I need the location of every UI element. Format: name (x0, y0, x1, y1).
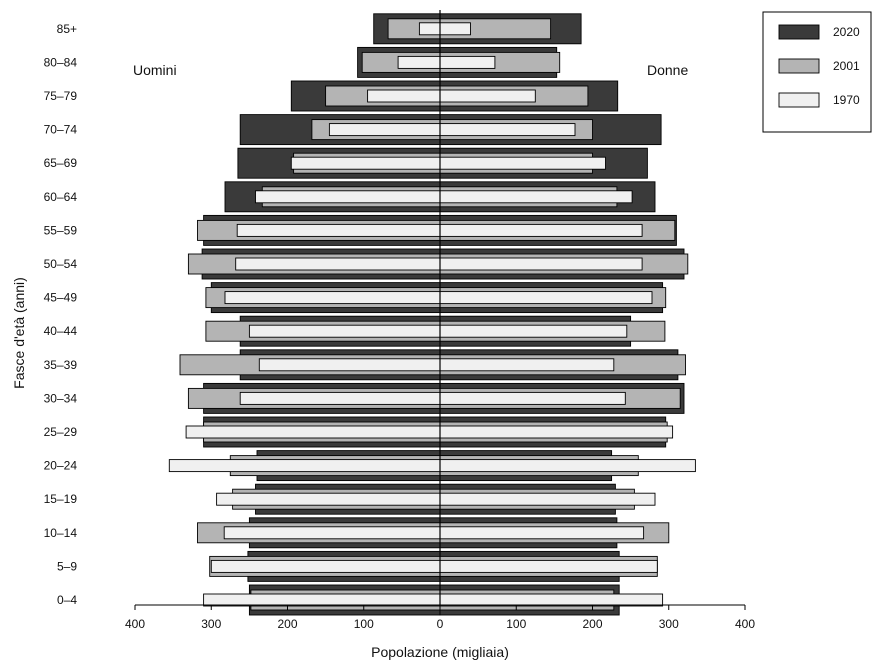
bar-women-1970-10–14 (439, 526, 645, 540)
bar-women-1970-15–19 (439, 492, 656, 506)
y-tick-label: 45–49 (44, 291, 78, 305)
left-side-label: Uomini (133, 62, 177, 78)
y-tick-label: 20–24 (44, 459, 78, 473)
bar-men-1970-25–29 (185, 425, 441, 439)
bar-women-1970-20–24 (439, 459, 696, 473)
bar-women-1970-85+ (439, 22, 471, 36)
y-tick-label: 70–74 (44, 123, 78, 137)
y-tick-label: 60–64 (44, 190, 78, 204)
y-tick-label: 5–9 (57, 559, 77, 573)
x-tick-label: 100 (506, 617, 526, 631)
bar-women-1970-40–44 (439, 324, 628, 338)
bar-men-1970-65–69 (290, 156, 441, 170)
legend: 2020 2001 1970 (762, 11, 872, 133)
bar-women-1970-50–54 (439, 257, 643, 271)
bar-men-1970-40–44 (248, 324, 441, 338)
y-tick-label: 25–29 (44, 425, 78, 439)
legend-frame (762, 11, 872, 133)
y-tick-label: 0–4 (57, 593, 77, 607)
ticks-layer: 0–4 5–9 10–14 15–19 20–24 25–29 30–34 35–39 40–4… (44, 22, 756, 631)
y-tick-label: 55–59 (44, 223, 78, 237)
x-tick-label: 100 (354, 617, 374, 631)
x-tick-label: 300 (659, 617, 679, 631)
y-tick-label: 80–84 (44, 55, 78, 69)
bar-men-1970-30–34 (239, 391, 441, 405)
bar-women-1970-60–64 (439, 190, 633, 204)
bar-men-1970-10–14 (223, 526, 441, 540)
bar-men-1970-80–84 (397, 55, 441, 69)
bar-women-1970-5–9 (439, 559, 658, 573)
legend-label-1970: 1970 (833, 93, 860, 107)
bar-women-1970-25–29 (439, 425, 674, 439)
bar-women-1970-80–84 (439, 55, 496, 69)
bar-men-1970-15–19 (216, 492, 441, 506)
bar-women-1970-0–4 (439, 593, 664, 607)
y-tick-label: 15–19 (44, 492, 78, 506)
bar-men-1970-60–64 (255, 190, 441, 204)
bar-women-1970-75–79 (439, 89, 536, 103)
x-tick-label: 400 (125, 617, 145, 631)
bar-men-1970-20–24 (168, 459, 441, 473)
x-tick-label: 200 (582, 617, 602, 631)
x-tick-label: 0 (437, 617, 444, 631)
x-tick-label: 400 (735, 617, 755, 631)
y-tick-label: 35–39 (44, 358, 78, 372)
y-tick-label: 85+ (57, 22, 77, 36)
legend-items: 2020 2001 1970 (778, 24, 860, 108)
legend-label-2020: 2020 (833, 25, 860, 39)
y-axis-title: Fasce d'età (anni) (11, 277, 27, 389)
bar-men-1970-70–74 (328, 123, 441, 137)
bar-men-1970-5–9 (210, 559, 441, 573)
x-tick-label: 300 (201, 617, 221, 631)
bar-women-1970-55–59 (439, 223, 643, 237)
bar-women-1970-30–34 (439, 391, 626, 405)
bar-men-1970-0–4 (203, 593, 441, 607)
y-tick-label: 65–69 (44, 156, 78, 170)
legend-swatch-2001 (778, 58, 820, 74)
bar-men-1970-75–79 (367, 89, 441, 103)
y-tick-label: 75–79 (44, 89, 78, 103)
bar-women-1970-45–49 (439, 291, 653, 305)
legend-swatch-2020 (778, 24, 820, 40)
right-side-label: Donne (647, 62, 688, 78)
x-axis-title: Popolazione (migliaia) (371, 644, 509, 660)
bar-men-1970-35–39 (258, 358, 441, 372)
y-tick-label: 50–54 (44, 257, 78, 271)
bar-women-1970-70–74 (439, 123, 576, 137)
x-tick-label: 200 (277, 617, 297, 631)
y-tick-label: 40–44 (44, 324, 78, 338)
bars-layer (168, 13, 696, 616)
bar-men-1970-55–59 (236, 223, 441, 237)
y-tick-label: 30–34 (44, 391, 78, 405)
bar-women-1970-65–69 (439, 156, 606, 170)
bar-women-1970-35–39 (439, 358, 615, 372)
y-tick-label: 10–14 (44, 526, 78, 540)
bar-men-1970-50–54 (235, 257, 441, 271)
legend-label-2001: 2001 (833, 59, 860, 73)
bar-men-1970-85+ (418, 22, 441, 36)
legend-swatch-1970 (778, 92, 820, 108)
bar-men-1970-45–49 (224, 291, 441, 305)
